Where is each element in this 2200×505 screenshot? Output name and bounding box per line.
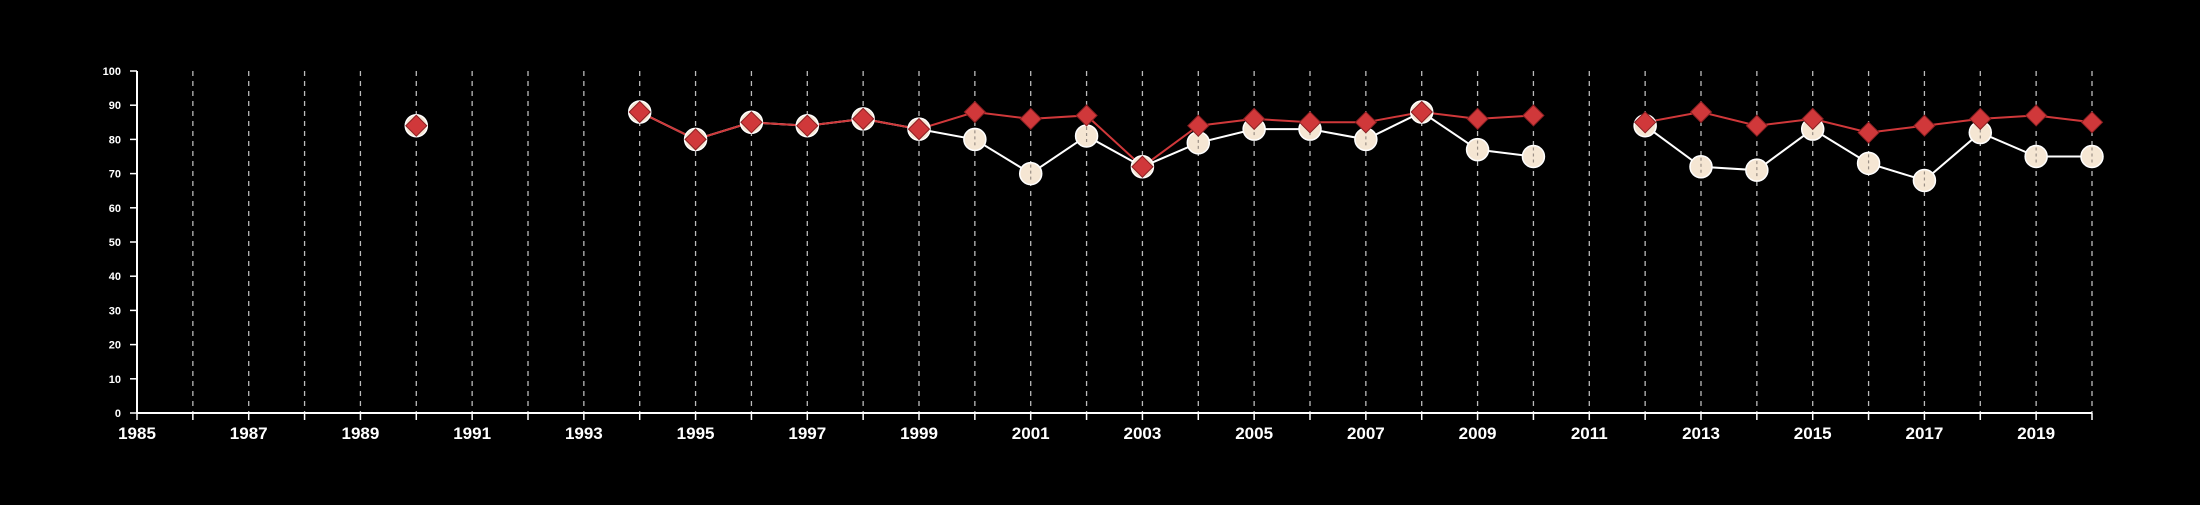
- x-tick-label: 1993: [565, 424, 603, 443]
- x-tick-label: 1991: [453, 424, 491, 443]
- x-tick-label: 2003: [1124, 424, 1162, 443]
- x-tick-label: 1985: [118, 424, 156, 443]
- y-axis-ticks: 0 10 20 30 40 50 60 70 80 90 100: [103, 66, 137, 420]
- y-tick-label: 70: [109, 169, 121, 181]
- y-tick-label: 100: [103, 66, 121, 78]
- data-point-diamond: [1242, 107, 1266, 131]
- data-point-diamond: [628, 100, 651, 124]
- data-point-diamond: [1633, 111, 1657, 134]
- data-point-diamond: [1298, 111, 1322, 134]
- data-point-diamond: [2080, 111, 2104, 134]
- data-point-diamond: [1131, 155, 1154, 178]
- data-point-diamond: [2024, 104, 2048, 127]
- data-point-diamond: [1075, 104, 1098, 127]
- data-point-diamond: [1801, 107, 1824, 131]
- y-tick-label: 80: [109, 134, 121, 146]
- data-point-diamond: [405, 114, 428, 137]
- data-point-diamond: [1354, 111, 1378, 134]
- x-tick-label: 2013: [1682, 424, 1720, 443]
- data-point-diamond: [1019, 107, 1042, 131]
- data-point-diamond: [1689, 100, 1713, 124]
- data-point-diamond: [963, 100, 987, 124]
- data-point-diamond: [1969, 107, 1992, 131]
- x-tick-label: 1987: [230, 424, 268, 443]
- data-point-diamond: [1745, 114, 1769, 137]
- y-tick-label: 50: [109, 237, 121, 249]
- data-point-diamond: [851, 107, 875, 131]
- x-tick-label: 2017: [1906, 424, 1944, 443]
- x-tick-label: 2007: [1347, 424, 1385, 443]
- series-marker-group: [405, 100, 2104, 178]
- y-tick-label: 40: [109, 271, 121, 283]
- data-point-diamond: [740, 111, 763, 134]
- data-point-diamond: [1857, 121, 1880, 144]
- x-tick-label: 1995: [677, 424, 715, 443]
- y-tick-label: 10: [109, 374, 121, 386]
- x-tick-label: 2011: [1571, 424, 1608, 443]
- x-tick-label: 2005: [1235, 424, 1273, 443]
- x-tick-label: 1999: [900, 424, 938, 443]
- data-point-diamond: [1410, 100, 1433, 124]
- y-tick-label: 0: [115, 408, 121, 420]
- x-tick-label: 2015: [1794, 424, 1832, 443]
- y-tick-label: 60: [109, 203, 121, 215]
- x-tick-label: 2009: [1459, 424, 1497, 443]
- data-point-diamond: [1913, 114, 1936, 137]
- data-point-diamond: [1522, 104, 1545, 127]
- data-point-diamond: [684, 128, 707, 151]
- x-tick-label: 1989: [342, 424, 380, 443]
- data-point-diamond: [1466, 107, 1489, 131]
- y-tick-label: 90: [109, 100, 121, 112]
- x-axis-ticks: 1985 1987 1989 1991 1993 1995 1997 1999 2001 2003…: [118, 413, 2093, 443]
- data-point-diamond: [796, 114, 819, 137]
- y-tick-label: 20: [109, 340, 121, 352]
- data-point-diamond: [907, 117, 931, 141]
- x-tick-label: 1997: [788, 424, 826, 443]
- gridlines: [192, 71, 2093, 413]
- x-tick-label: 2001: [1012, 424, 1050, 443]
- y-tick-label: 30: [109, 305, 121, 317]
- x-tick-label: 2019: [2017, 424, 2055, 443]
- data-point-diamond: [1187, 114, 1210, 137]
